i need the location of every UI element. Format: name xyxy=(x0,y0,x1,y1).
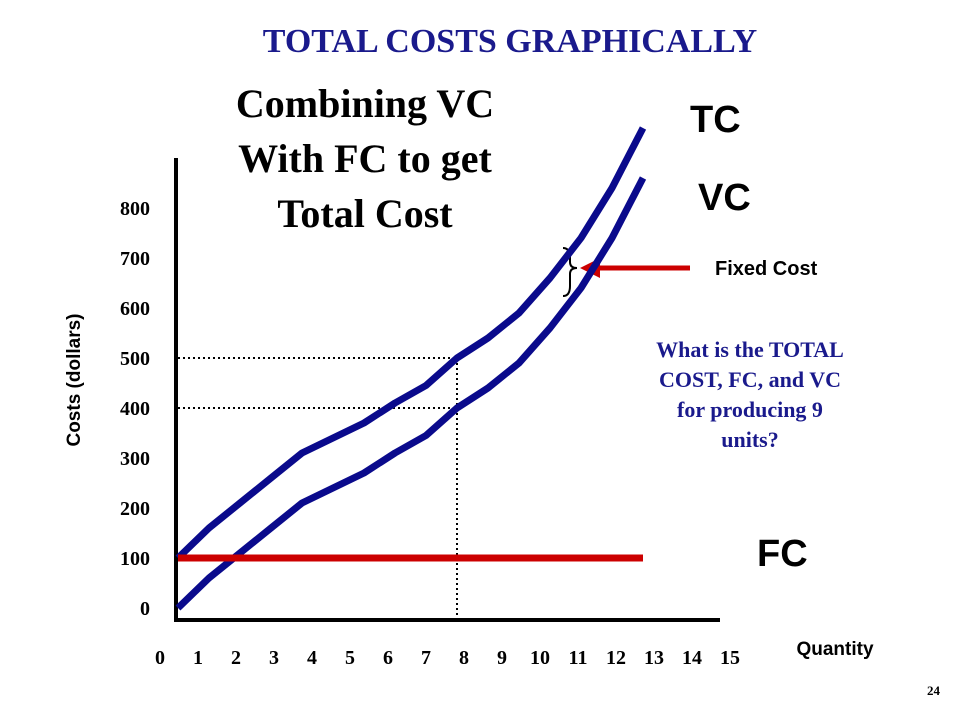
x-tick-label: 12 xyxy=(606,647,626,669)
y-tick-label: 100 xyxy=(120,548,150,570)
x-tick-label: 2 xyxy=(231,647,241,669)
y-tick-label: 700 xyxy=(120,248,150,270)
x-tick-label: 13 xyxy=(644,647,664,669)
question-line: What is the TOTAL xyxy=(656,337,844,362)
x-tick-label: 7 xyxy=(421,647,431,669)
y-tick-label: 800 xyxy=(120,198,150,220)
x-tick-label: 1 xyxy=(193,647,203,669)
fixed-cost-label: Fixed Cost xyxy=(715,258,818,280)
x-axis-label: Quantity xyxy=(796,639,873,660)
annotation-line: Combining VC xyxy=(236,81,494,126)
y-tick-label: 500 xyxy=(120,348,150,370)
annotation-line: With FC to get xyxy=(238,136,492,181)
y-axis-label: Costs (dollars) xyxy=(64,313,85,446)
x-tick-label: 4 xyxy=(307,647,317,669)
x-tick-label: 5 xyxy=(345,647,355,669)
question-line: units? xyxy=(721,427,778,452)
annotation-line: Total Cost xyxy=(277,191,453,236)
series-label: FC xyxy=(757,533,808,575)
x-tick-label: 6 xyxy=(383,647,393,669)
x-tick-label: 15 xyxy=(720,647,740,669)
y-tick-label: 200 xyxy=(120,498,150,520)
series-line xyxy=(175,176,647,611)
x-tick-label: 3 xyxy=(269,647,279,669)
x-tick-label: 8 xyxy=(459,647,469,669)
y-tick-label: 600 xyxy=(120,298,150,320)
y-tick-label: 400 xyxy=(120,398,150,420)
y-tick-label: 0 xyxy=(140,598,150,620)
x-tick-label: 14 xyxy=(682,647,702,669)
x-tick-label: 11 xyxy=(569,647,588,669)
slide-title: TOTAL COSTS GRAPHICALLY xyxy=(263,23,757,60)
series-label: TC xyxy=(690,99,741,141)
y-tick-label: 300 xyxy=(120,448,150,470)
question-line: COST, FC, and VC xyxy=(659,367,841,392)
series-line xyxy=(175,126,647,561)
page-number: 24 xyxy=(927,683,941,698)
x-tick-label: 10 xyxy=(530,647,550,669)
series-label: VC xyxy=(698,177,751,219)
question-line: for producing 9 xyxy=(677,397,823,422)
x-tick-label: 0 xyxy=(155,647,165,669)
x-tick-label: 9 xyxy=(497,647,507,669)
